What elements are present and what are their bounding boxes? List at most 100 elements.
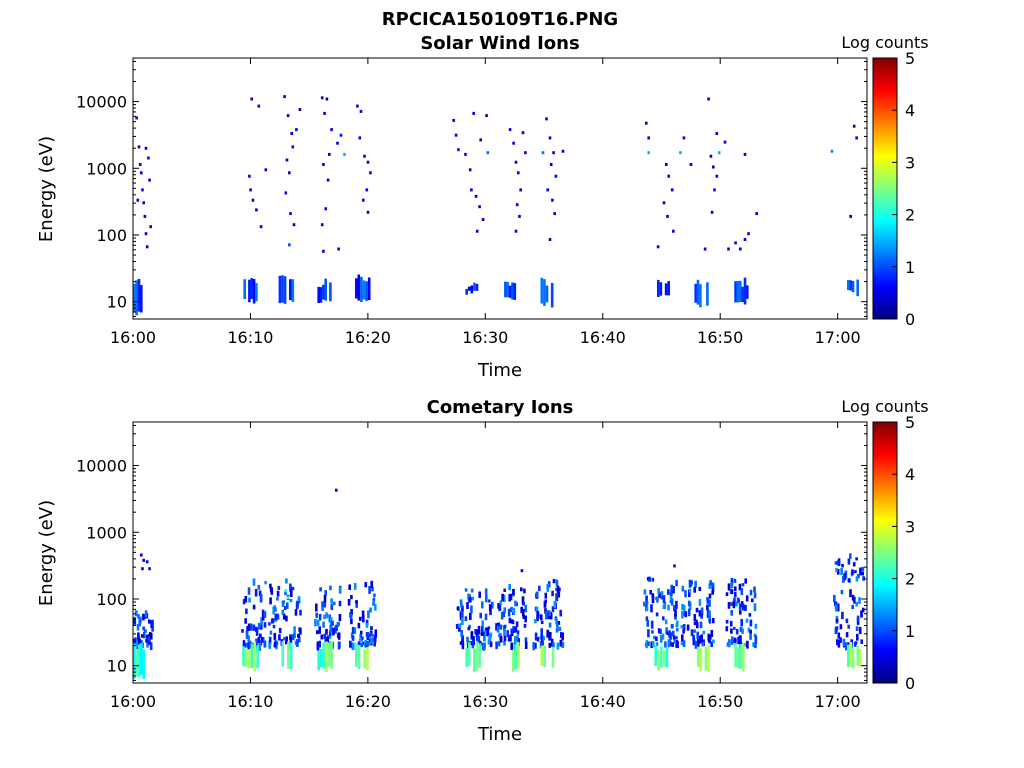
heatmap-cell bbox=[242, 599, 246, 605]
heatmap-cell bbox=[558, 626, 562, 631]
x-tick-label: 16:40 bbox=[580, 328, 626, 347]
heatmap-cell bbox=[550, 283, 554, 308]
heatmap-point bbox=[470, 188, 473, 192]
heatmap-point bbox=[548, 136, 552, 140]
heatmap-cell bbox=[350, 618, 353, 625]
heatmap-cell bbox=[319, 287, 323, 303]
heatmap-point bbox=[739, 247, 742, 251]
heatmap-point bbox=[665, 163, 668, 166]
heatmap-cell bbox=[707, 634, 711, 643]
heatmap-cell bbox=[330, 641, 333, 669]
heatmap-cell bbox=[283, 605, 287, 610]
heatmap-cell bbox=[549, 613, 553, 620]
heatmap-cell bbox=[289, 583, 292, 589]
heatmap-cell bbox=[368, 638, 372, 642]
heatmap-cell bbox=[741, 583, 745, 587]
heatmap-cell bbox=[289, 635, 293, 643]
heatmap-cell bbox=[276, 613, 279, 620]
heatmap-cell bbox=[248, 640, 252, 648]
heatmap-cell bbox=[149, 642, 153, 651]
heatmap-point bbox=[548, 238, 552, 241]
heatmap-point bbox=[142, 558, 145, 562]
heatmap-cell bbox=[836, 560, 840, 566]
heatmap-point bbox=[667, 174, 670, 178]
heatmap-point bbox=[295, 128, 298, 132]
heatmap-cell bbox=[558, 587, 561, 592]
colorbar-gradient bbox=[872, 421, 898, 684]
heatmap-point bbox=[359, 109, 363, 113]
heatmap-cell bbox=[482, 642, 486, 651]
heatmap-cell bbox=[694, 283, 697, 303]
heatmap-cell bbox=[269, 597, 272, 605]
heatmap-cell bbox=[137, 632, 140, 640]
heatmap-cell bbox=[365, 619, 369, 626]
heatmap-cell bbox=[688, 579, 692, 588]
heatmap-cell bbox=[732, 600, 736, 609]
heatmap-cell bbox=[836, 603, 840, 612]
heatmap-cell bbox=[484, 588, 488, 597]
heatmap-cell bbox=[470, 605, 473, 614]
heatmap-cell bbox=[355, 600, 358, 608]
heatmap-cell bbox=[707, 644, 710, 672]
heatmap-point bbox=[709, 154, 713, 158]
heatmap-point bbox=[322, 249, 325, 253]
heatmap-cell bbox=[283, 276, 287, 304]
heatmap-cell bbox=[672, 605, 676, 612]
heatmap-cell bbox=[520, 587, 523, 592]
heatmap-cell bbox=[836, 639, 839, 646]
heatmap-point bbox=[148, 567, 151, 571]
heatmap-cell bbox=[735, 600, 738, 607]
heatmap-cell bbox=[753, 586, 756, 593]
heatmap-cell bbox=[545, 285, 549, 303]
heatmap-cell bbox=[359, 634, 362, 638]
heatmap-cell bbox=[754, 642, 757, 649]
heatmap-cell bbox=[733, 626, 736, 630]
heatmap-cell bbox=[481, 601, 484, 609]
x-tick-label: 16:30 bbox=[462, 328, 508, 347]
heatmap-cell bbox=[278, 275, 282, 304]
heatmap-cell bbox=[468, 624, 471, 629]
heatmap-cell bbox=[540, 628, 543, 637]
heatmap-cell bbox=[258, 590, 262, 597]
y-axis-cometary: 10 100 1000 10000 bbox=[76, 424, 867, 681]
heatmap-cell bbox=[835, 568, 838, 573]
heatmap-cell bbox=[692, 638, 696, 646]
heatmap-cell bbox=[737, 636, 740, 645]
heatmap-cell bbox=[670, 598, 674, 606]
heatmap-cell bbox=[681, 634, 684, 642]
heatmap-cell bbox=[273, 605, 277, 609]
heatmap-point bbox=[286, 596, 290, 600]
heatmap-cell bbox=[711, 585, 715, 593]
y-tick-label: 10000 bbox=[76, 93, 127, 112]
heatmap-cell bbox=[849, 589, 852, 598]
x-tick-label: 16:10 bbox=[227, 328, 273, 347]
heatmap-cell bbox=[667, 639, 671, 648]
heatmap-cell bbox=[317, 286, 320, 303]
heatmap-cell bbox=[643, 589, 647, 595]
heatmap-point bbox=[257, 104, 261, 108]
heatmap-cell bbox=[478, 643, 481, 668]
heatmap-point bbox=[472, 111, 475, 115]
heatmap-cell bbox=[358, 638, 362, 643]
y-axis-label-cometary: Energy (eV) bbox=[36, 500, 57, 606]
heatmap-cell bbox=[508, 285, 512, 298]
heatmap-cell bbox=[269, 583, 272, 589]
heatmap-point bbox=[712, 165, 715, 169]
heatmap-cell bbox=[338, 614, 342, 622]
heatmap-cell bbox=[273, 632, 277, 641]
heatmap-cell bbox=[855, 601, 858, 607]
heatmap-cell bbox=[534, 619, 537, 624]
colorbar-tick-label: 1 bbox=[905, 622, 915, 641]
heatmap-cell bbox=[457, 606, 460, 611]
heatmap-cell bbox=[321, 606, 324, 610]
heatmap-cell bbox=[473, 648, 476, 672]
heatmap-cell bbox=[503, 624, 507, 628]
heatmap-cell bbox=[700, 607, 704, 616]
heatmap-cell bbox=[322, 621, 325, 628]
heatmap-cell bbox=[662, 604, 666, 610]
heatmap-point bbox=[141, 567, 144, 571]
heatmap-cell bbox=[366, 647, 369, 671]
heatmap-cell bbox=[654, 645, 657, 666]
heatmap-cell bbox=[753, 592, 757, 599]
heatmap-cell bbox=[475, 283, 479, 291]
